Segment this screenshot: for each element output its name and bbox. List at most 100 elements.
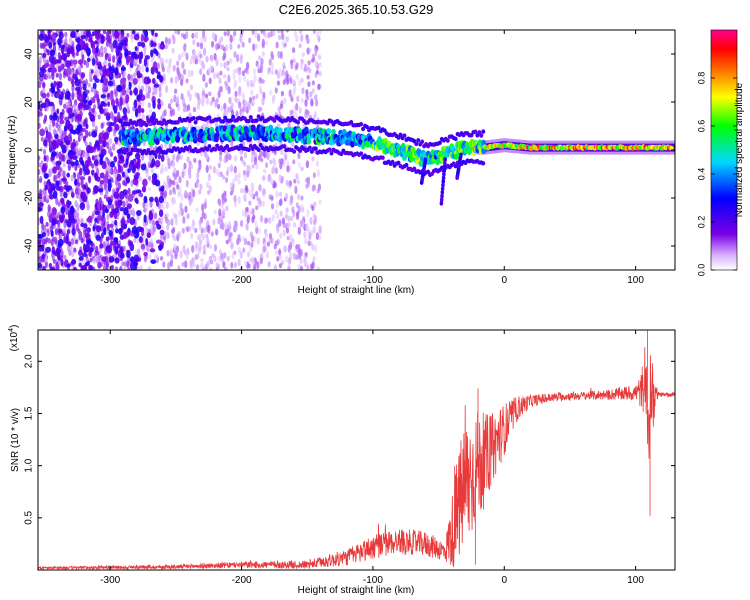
noise-blob <box>80 218 84 225</box>
noise-blob <box>239 36 243 44</box>
noise-blob <box>252 67 257 76</box>
ridge-edge <box>260 115 265 121</box>
noise-blob <box>230 186 235 194</box>
noise-blob <box>151 30 155 36</box>
noise-blob <box>289 77 293 85</box>
noise-blob <box>185 179 189 188</box>
noise-blob <box>108 65 112 72</box>
noise-blob <box>183 162 187 170</box>
noise-blob <box>251 208 255 214</box>
noise-blob <box>72 155 78 161</box>
noise-blob <box>221 174 226 180</box>
noise-blob <box>134 108 139 118</box>
noise-blob <box>41 253 45 260</box>
noise-blob <box>276 80 281 86</box>
noise-blob <box>247 263 251 269</box>
noise-blob <box>279 103 284 110</box>
noise-blob <box>222 261 226 269</box>
noise-blob <box>218 77 222 85</box>
noise-blob <box>117 42 123 51</box>
noise-blob <box>311 88 315 94</box>
noise-blob <box>198 218 202 227</box>
noise-blob <box>67 107 73 116</box>
noise-blob <box>120 77 126 86</box>
noise-blob <box>112 143 116 151</box>
noise-blob <box>83 223 88 229</box>
ridge-tail <box>419 180 424 185</box>
noise-blob <box>149 200 153 208</box>
noise-blob <box>155 67 159 74</box>
noise-blob <box>228 96 232 104</box>
noise-blob <box>91 163 95 169</box>
noise-blob <box>217 162 221 169</box>
noise-blob <box>299 249 303 257</box>
noise-blob <box>189 84 194 91</box>
noise-blob <box>218 199 222 207</box>
noise-blob <box>188 199 192 206</box>
spectrogram-x-label: Height of straight line (km) <box>298 285 415 296</box>
noise-blob <box>192 262 196 268</box>
noise-blob <box>127 73 131 81</box>
noise-blob <box>145 66 149 73</box>
noise-blob <box>154 159 161 168</box>
noise-blob <box>299 30 303 35</box>
noise-blob <box>293 178 297 184</box>
noise-blob <box>226 255 230 262</box>
noise-blob <box>79 167 83 176</box>
noise-blob <box>311 184 315 192</box>
noise-blob <box>138 65 142 73</box>
ridge-edge <box>453 164 458 169</box>
ridge-edge <box>481 129 486 134</box>
noise-blob <box>164 166 168 172</box>
noise-blob <box>138 58 142 64</box>
noise-blob <box>141 63 145 73</box>
noise-blob <box>292 58 296 63</box>
noise-blob <box>55 265 60 270</box>
noise-blob <box>52 128 57 136</box>
noise-blob <box>58 228 62 234</box>
noise-blob <box>68 155 74 160</box>
noise-blob <box>50 183 57 191</box>
noise-blob <box>247 214 251 221</box>
noise-blob <box>226 60 230 66</box>
noise-blob <box>266 241 271 247</box>
noise-blob <box>51 255 55 261</box>
noise-blob <box>39 128 46 137</box>
noise-blob <box>282 229 286 237</box>
ridge-edge <box>359 151 364 156</box>
noise-blob <box>223 192 227 198</box>
noise-blob <box>102 241 106 249</box>
noise-blob <box>150 49 154 58</box>
noise-blob <box>312 255 316 262</box>
noise-blob <box>196 253 200 259</box>
noise-blob <box>231 252 235 260</box>
noise-blob <box>78 262 83 268</box>
noise-blob <box>144 87 148 93</box>
noise-blob <box>69 205 75 215</box>
noise-blob <box>163 109 167 117</box>
noise-blob <box>182 107 186 113</box>
noise-blob <box>103 182 107 191</box>
noise-blob <box>186 104 191 111</box>
noise-blob <box>99 242 104 249</box>
noise-blob <box>171 160 176 168</box>
noise-blob <box>316 188 320 194</box>
noise-blob <box>38 233 44 239</box>
noise-blob <box>223 61 227 69</box>
noise-blob <box>168 250 172 256</box>
noise-blob <box>221 196 225 205</box>
noise-blob <box>123 70 127 77</box>
noise-blob <box>156 62 161 70</box>
noise-blob <box>70 174 74 182</box>
noise-blob <box>311 156 315 162</box>
noise-blob <box>68 249 72 256</box>
ridge-edge <box>359 121 364 127</box>
noise-blob <box>60 144 66 150</box>
noise-blob <box>285 30 289 33</box>
noise-blob <box>149 196 154 203</box>
noise-blob <box>205 164 209 173</box>
noise-blob <box>91 31 95 37</box>
noise-blob <box>227 235 231 243</box>
noise-blob <box>44 255 48 263</box>
noise-blob <box>232 68 237 74</box>
